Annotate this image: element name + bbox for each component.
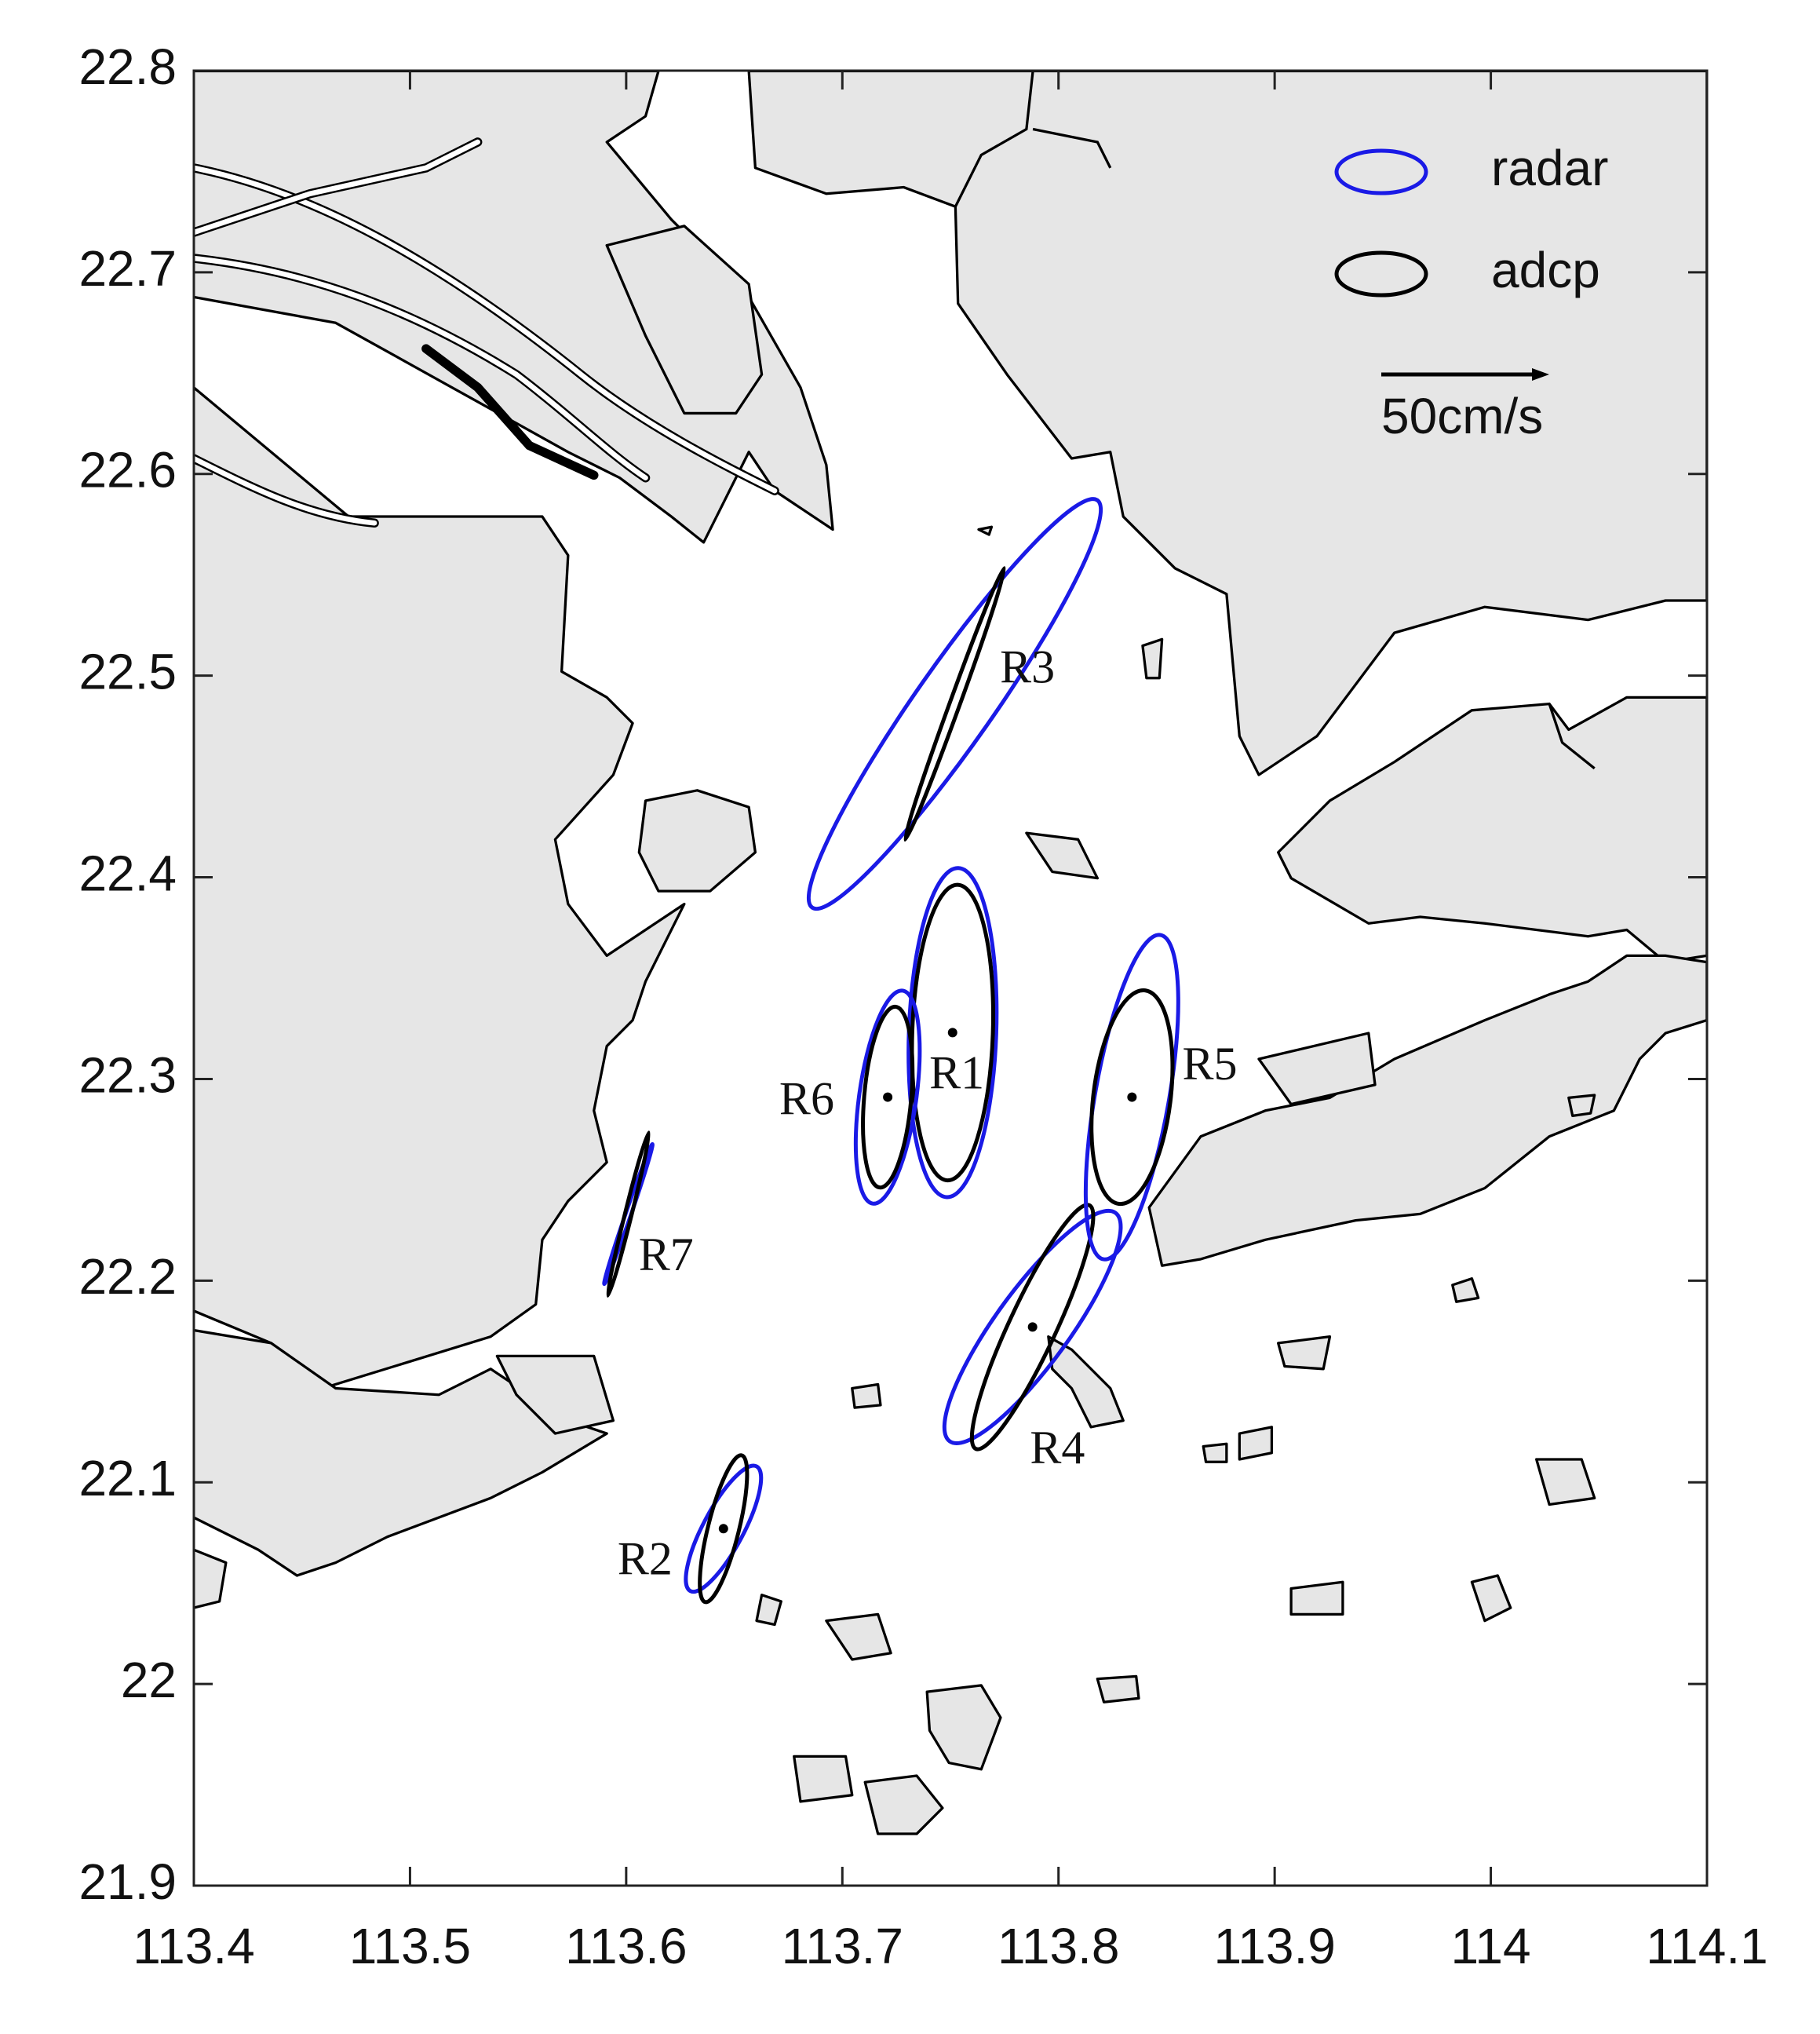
station-label: R4 (1030, 1422, 1085, 1473)
x-tick-label: 114.1 (1646, 1918, 1767, 1974)
legend-swatch-radar (1334, 148, 1428, 195)
x-tick-label: 113.9 (1213, 1918, 1335, 1974)
tidal-ellipse-radar (942, 1208, 1123, 1445)
station-label: R7 (639, 1229, 694, 1280)
y-tick-label: 22 (121, 1652, 177, 1708)
tidal-ellipse-radar (853, 988, 922, 1206)
station-label: R1 (929, 1047, 984, 1099)
y-tick-label: 22.8 (78, 38, 177, 95)
y-tick-label: 22.1 (78, 1450, 177, 1506)
station-marker (1127, 1092, 1137, 1102)
y-tick-label: 22.2 (78, 1248, 177, 1305)
tidal-ellipse-adcp (903, 566, 1007, 842)
x-tick-label: 113.8 (998, 1918, 1119, 1974)
tidal-ellipse-adcp (969, 1203, 1096, 1452)
x-tick-label: 113.6 (565, 1918, 687, 1974)
tidal-ellipse-radar (684, 1463, 764, 1594)
x-tick-label: 114 (1451, 1918, 1531, 1974)
station-label: R3 (1000, 641, 1055, 692)
station-marker (1027, 1322, 1038, 1332)
coastline (193, 71, 1707, 1835)
station-marker (718, 1524, 728, 1534)
tidal-ellipse-adcp (861, 1004, 915, 1190)
x-tick-label: 113.4 (133, 1918, 254, 1974)
axes-frame (192, 69, 1709, 1887)
tidal-ellipse-radar (806, 497, 1103, 911)
x-tick-label: 113.7 (782, 1918, 903, 1974)
y-tick-label: 22.5 (78, 644, 177, 700)
station-label: R6 (779, 1073, 834, 1125)
legend-label: radar (1491, 140, 1608, 196)
y-tick-label: 22.7 (78, 240, 177, 297)
scale-arrow-head (1532, 368, 1549, 381)
tidal-ellipse-adcp (698, 1453, 750, 1605)
y-tick-label: 22.4 (78, 845, 177, 901)
station-label: R2 (618, 1532, 673, 1584)
station-label: R5 (1183, 1038, 1238, 1090)
x-tick-label: 113.5 (349, 1918, 471, 1974)
tidal-ellipse-adcp (605, 1130, 651, 1298)
station-marker (883, 1092, 893, 1102)
station-marker (947, 1028, 957, 1038)
tidal-ellipse-adcp (1089, 988, 1175, 1207)
scale-label: 50cm/s (1381, 388, 1543, 444)
y-tick-label: 21.9 (78, 1853, 177, 1910)
tidal-ellipse-adcp (910, 882, 996, 1183)
legend-swatch-adcp (1334, 250, 1428, 298)
y-tick-label: 22.6 (78, 442, 177, 498)
legend-label: adcp (1491, 242, 1600, 298)
y-tick-label: 22.3 (78, 1046, 177, 1103)
